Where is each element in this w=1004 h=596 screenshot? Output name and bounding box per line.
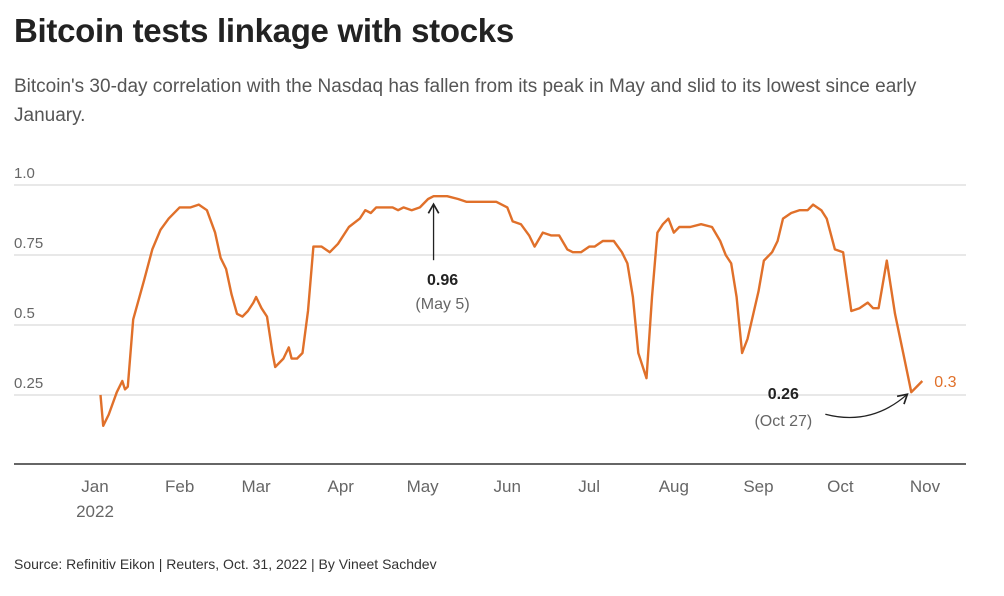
x-tick-label: Aug [659, 477, 689, 496]
x-tick-label: Oct [827, 477, 854, 496]
x-tick-label: Feb [165, 477, 194, 496]
chart-subtitle: Bitcoin's 30-day correlation with the Na… [14, 76, 917, 126]
x-tick-label: Sep [743, 477, 773, 496]
x-tick-label: Jun [494, 477, 521, 496]
annotation-arrow [825, 393, 909, 419]
source-note: Source: Refinitiv Eikon | Reuters, Oct. … [14, 556, 437, 572]
series-end-label: 0.3 [934, 374, 956, 391]
annotation-low-value: 0.26 [768, 386, 799, 403]
x-tick-label: Jul [578, 477, 600, 496]
x-tick-label: Mar [241, 477, 271, 496]
chart-title: Bitcoin tests linkage with stocks [14, 12, 514, 49]
line-chart: 1.0 0.75 0.5 0.25 Jan 2022 Feb Mar Apr May Jun Jul A… [14, 165, 966, 521]
annotation-peak-value: 0.96 [427, 272, 458, 289]
y-tick-label: 1.0 [14, 165, 35, 182]
x-tick-sublabel: 2022 [76, 502, 114, 521]
y-tick-label: 0.5 [14, 305, 35, 322]
x-tick-label: Nov [910, 477, 941, 496]
series-line [99, 195, 924, 427]
annotation-peak-date: (May 5) [415, 296, 469, 313]
x-tick-label: Jan [81, 477, 108, 496]
x-tick-label: Apr [327, 477, 354, 496]
annotation-low-date: (Oct 27) [754, 413, 812, 430]
x-tick-label: May [407, 477, 440, 496]
y-tick-label: 0.75 [14, 235, 43, 252]
y-tick-label: 0.25 [14, 375, 43, 392]
